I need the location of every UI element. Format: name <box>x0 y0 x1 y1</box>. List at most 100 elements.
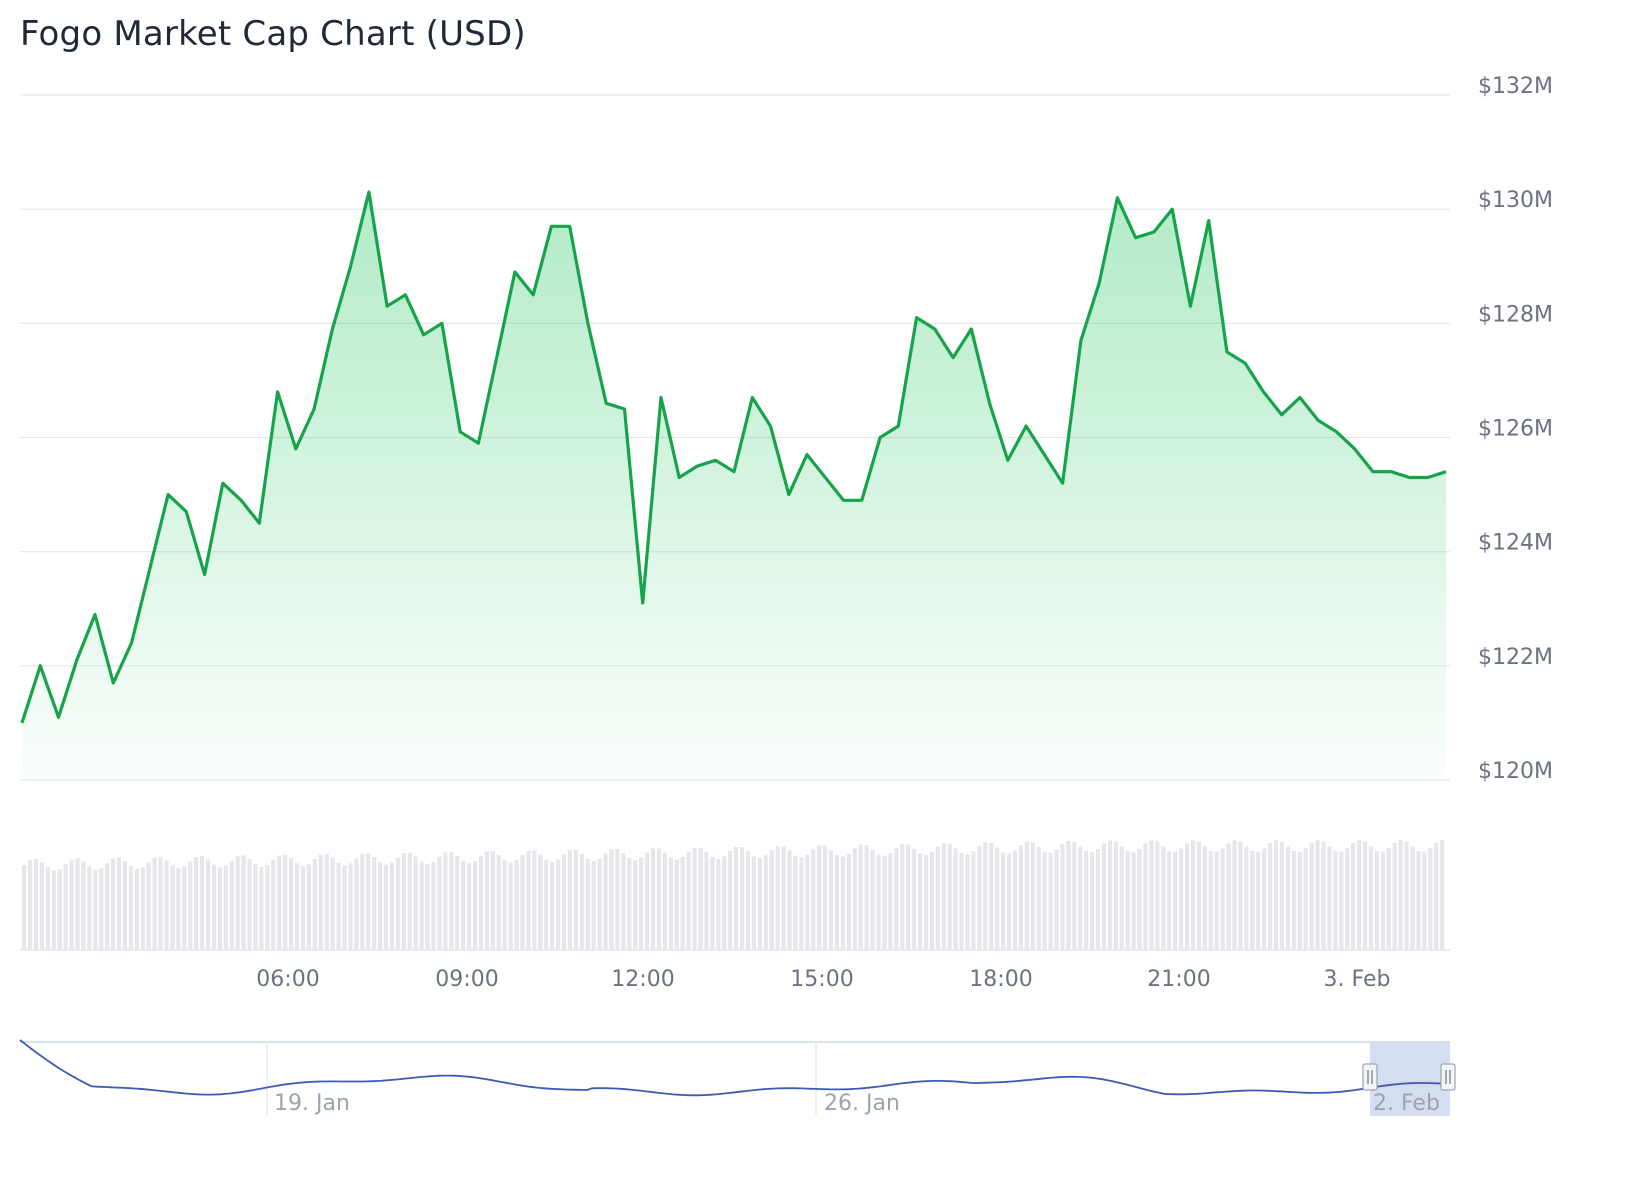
volume-bar <box>1018 845 1023 950</box>
volume-bar <box>716 858 721 950</box>
volume-bar <box>846 853 851 950</box>
volume-bar <box>22 865 27 950</box>
volume-bar <box>1101 843 1107 950</box>
volume-bar <box>597 858 602 950</box>
volume-bar <box>561 854 567 950</box>
volume-bar <box>722 856 727 950</box>
volume-bar <box>734 846 739 950</box>
volume-bar <box>1196 841 1201 950</box>
volume-bar <box>965 854 970 950</box>
volume-bar <box>591 860 596 950</box>
volume-bar <box>609 849 614 950</box>
volume-bar <box>906 844 911 950</box>
volume-bar <box>1279 841 1285 950</box>
volume-bar <box>989 843 994 950</box>
volume-bar <box>959 852 964 950</box>
navigator-label: 2. Feb <box>1373 1091 1440 1116</box>
volume-bar <box>864 845 869 950</box>
volume-bar <box>324 854 329 950</box>
volume-bar <box>1048 852 1053 950</box>
volume-bar <box>383 864 389 950</box>
volume-bar <box>419 861 424 950</box>
volume-bar <box>953 848 958 950</box>
volume-bar <box>63 864 68 950</box>
volume-bar <box>1113 841 1118 950</box>
volume-bar <box>1054 849 1059 950</box>
volume-bar <box>1179 848 1184 950</box>
area-fill <box>22 192 1446 780</box>
volume-bar <box>538 854 543 950</box>
volume-bar <box>508 862 513 950</box>
volume-bar <box>1107 840 1112 950</box>
volume-bar <box>1030 842 1035 950</box>
y-tick-label: $120M <box>1478 759 1553 784</box>
volume-bar <box>710 856 715 950</box>
navigator-line <box>19 1039 1451 1097</box>
volume-bar <box>799 857 804 950</box>
volume-bar <box>401 853 406 950</box>
volume-bar <box>900 843 905 950</box>
volume-bar <box>775 846 780 950</box>
volume-bar <box>318 854 323 950</box>
volume-bar <box>283 854 288 950</box>
volume-bar <box>793 855 798 950</box>
volume-bar <box>253 864 258 950</box>
volume-bar <box>235 856 240 950</box>
volume-bar <box>1202 846 1207 950</box>
navigator-handle-left[interactable] <box>1362 1063 1378 1091</box>
volume-bar <box>852 848 857 950</box>
volume-bar <box>585 858 590 950</box>
volume-bar <box>194 857 199 950</box>
volume-bar <box>1244 846 1249 950</box>
x-tick-label: 3. Feb <box>1324 967 1391 992</box>
volume-bar <box>1143 843 1148 950</box>
volume-bar <box>1422 851 1427 950</box>
volume-bar <box>514 860 519 950</box>
volume-bar <box>461 860 466 950</box>
volume-bar <box>140 867 145 950</box>
volume-bar <box>27 860 33 950</box>
volume-bar <box>45 867 50 950</box>
volume-bar <box>692 847 697 950</box>
volume-bar <box>888 852 893 950</box>
volume-bar <box>366 853 371 950</box>
volume-bar <box>99 868 104 950</box>
volume-bar <box>603 853 608 950</box>
volume-bar <box>1012 850 1018 950</box>
navigator-selection[interactable] <box>1370 1042 1450 1116</box>
volume-bar <box>1351 842 1356 950</box>
volume-bar <box>1155 841 1160 950</box>
volume-bar <box>496 855 501 950</box>
volume-bar <box>947 843 952 950</box>
volume-bars <box>20 840 1450 951</box>
volume-bar <box>277 855 282 950</box>
volume-bar <box>1386 848 1391 950</box>
volume-bar <box>1214 851 1219 950</box>
volume-bar <box>662 852 667 950</box>
x-tick-label: 21:00 <box>1147 967 1210 992</box>
volume-bar <box>336 862 341 950</box>
y-tick-label: $130M <box>1478 188 1553 213</box>
volume-bar <box>502 860 507 950</box>
volume-bar <box>478 855 484 950</box>
volume-bar <box>395 857 400 950</box>
volume-bar <box>858 844 863 950</box>
volume-bar <box>241 855 246 950</box>
volume-bar <box>556 859 561 950</box>
volume-bar <box>51 870 56 950</box>
volume-bar <box>1333 851 1338 950</box>
volume-bar <box>526 850 531 950</box>
volume-bar <box>1434 842 1439 950</box>
volume-bar <box>627 858 632 950</box>
volume-bar <box>698 847 703 950</box>
volume-bar <box>745 851 751 950</box>
volume-bar <box>532 850 537 950</box>
volume-bar <box>182 866 187 950</box>
volume-bar <box>787 850 792 950</box>
volume-bar <box>87 866 92 950</box>
volume-bar <box>247 858 252 950</box>
volume-bar <box>271 860 276 950</box>
x-tick-label: 06:00 <box>256 967 319 992</box>
volume-bar <box>1256 851 1261 950</box>
navigator-handle-right[interactable] <box>1440 1063 1456 1091</box>
